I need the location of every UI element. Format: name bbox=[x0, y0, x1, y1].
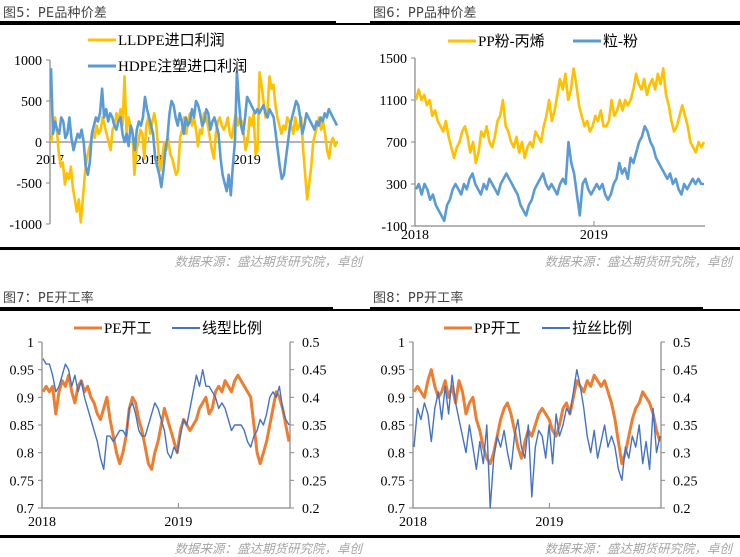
title-rule bbox=[0, 307, 333, 311]
y2-tick-label: 0.4 bbox=[673, 391, 691, 406]
y-tick-label: 0.9 bbox=[17, 391, 35, 406]
panel-fig8: 图8：PP开工率 1 0.95 0.9 0.85 0.8 0.75 0.7 0.5 0.45 0.… bbox=[370, 276, 740, 556]
y2-tick-label: 0.3 bbox=[673, 447, 691, 462]
y-tick-label: 0.85 bbox=[10, 419, 35, 434]
title-rule-thin bbox=[336, 23, 370, 25]
y-tick-label: 700 bbox=[386, 136, 407, 151]
y-tick-label: 0.8 bbox=[17, 447, 35, 462]
y2-tick-label: 0.3 bbox=[302, 447, 320, 462]
series-line-1 bbox=[413, 369, 661, 509]
y-tick-label: 0.85 bbox=[381, 419, 406, 434]
y2-tick-label: 0.35 bbox=[673, 419, 698, 434]
bottom-rule bbox=[370, 535, 740, 538]
x-tick-label: 2019 bbox=[535, 515, 563, 530]
y-tick-label: 0.75 bbox=[10, 474, 35, 489]
series-line-1 bbox=[414, 125, 704, 223]
y2-tick-label: 0.5 bbox=[302, 336, 320, 351]
series-line-0 bbox=[414, 67, 706, 165]
y-tick-label: 1 bbox=[398, 336, 405, 351]
legend-label: 拉丝比例 bbox=[572, 320, 632, 337]
x-tick-label: 2019 bbox=[233, 153, 261, 168]
legend-label: 粒-粉 bbox=[603, 33, 638, 50]
y2-tick-label: 0.45 bbox=[673, 364, 698, 379]
y2-tick-label: 0.25 bbox=[673, 474, 698, 489]
x-tick-label: 2019 bbox=[164, 515, 192, 530]
bottom-rule bbox=[0, 535, 370, 538]
y-tick-label: 1 bbox=[27, 336, 34, 351]
bottom-rule bbox=[370, 247, 740, 250]
series-line-0 bbox=[49, 70, 339, 224]
series-line-1 bbox=[42, 358, 290, 471]
legend-label: HDPE注塑进口利润 bbox=[118, 58, 247, 75]
source-note: 数据来源：盛达期货研究院，卓创 bbox=[544, 254, 732, 269]
panel-title: 图6：PP品种价差 bbox=[373, 6, 477, 21]
title-rule bbox=[370, 21, 740, 25]
title-rule bbox=[370, 307, 703, 311]
chart-fig7: 1 0.95 0.9 0.85 0.8 0.75 0.7 0.5 0.45 0.4 0.35 0.3 0… bbox=[10, 320, 327, 530]
source-note: 数据来源：盛达期货研究院，卓创 bbox=[544, 541, 732, 556]
panel-fig7: 图7：PE开工率 1 0.95 0.9 0.85 0.8 0.75 0.7 0.5 0.45 0.… bbox=[0, 276, 370, 556]
series-line-0 bbox=[41, 373, 291, 471]
y-tick-label: 0.8 bbox=[388, 447, 406, 462]
bottom-rule bbox=[0, 247, 370, 250]
title-rule bbox=[0, 21, 336, 25]
x-tick-label: 2019 bbox=[580, 228, 608, 243]
y-tick-label: 0.75 bbox=[381, 474, 406, 489]
panel-fig5: 图5：PE品种价差 1000 500 0 -500 -1000 2017 2018 2019 L… bbox=[0, 0, 370, 275]
legend-label: PP开工 bbox=[474, 321, 521, 337]
y-tick-label: 500 bbox=[21, 95, 42, 110]
y-tick-label: 1500 bbox=[379, 52, 407, 67]
y2-tick-label: 0.35 bbox=[302, 419, 327, 434]
legend-label: PP粉-丙烯 bbox=[478, 33, 545, 50]
y-tick-label: 0 bbox=[35, 136, 42, 151]
y-tick-label: 0.9 bbox=[388, 391, 406, 406]
y-tick-label: -100 bbox=[381, 220, 407, 235]
y2-tick-label: 0.2 bbox=[673, 502, 691, 517]
legend-label: PE开工 bbox=[104, 321, 152, 337]
x-tick-label: 2018 bbox=[399, 515, 427, 530]
legend-label: 线型比例 bbox=[202, 320, 262, 337]
y2-tick-label: 0.4 bbox=[302, 391, 320, 406]
y2-tick-label: 0.25 bbox=[302, 474, 327, 489]
x-tick-label: 2018 bbox=[401, 228, 429, 243]
title-rule-thin bbox=[333, 309, 370, 311]
chart-fig8: 1 0.95 0.9 0.85 0.8 0.75 0.7 0.5 0.45 0.4 0.35 0.3 0… bbox=[381, 320, 698, 530]
panel-title: 图7：PE开工率 bbox=[3, 291, 94, 306]
y-tick-label: 1100 bbox=[380, 94, 407, 109]
x-tick-label: 2017 bbox=[36, 153, 64, 168]
y-tick-label: 300 bbox=[386, 178, 407, 193]
x-tick-label: 2018 bbox=[28, 515, 56, 530]
y-tick-label: 1000 bbox=[14, 54, 42, 69]
panel-title: 图5：PE品种价差 bbox=[3, 6, 108, 21]
panel-title: 图8：PP开工率 bbox=[373, 291, 464, 306]
source-note: 数据来源：盛达期货研究院，卓创 bbox=[174, 541, 362, 556]
y-tick-label: 0.7 bbox=[17, 502, 35, 517]
y-tick-label: 0.95 bbox=[10, 364, 35, 379]
legend-label: LLDPE进口利润 bbox=[118, 32, 225, 49]
title-rule-thin bbox=[703, 309, 740, 311]
panel-fig6: 图6：PP品种价差 1500 1100 700 300 -100 2018 2019 PP粉-… bbox=[370, 0, 740, 275]
y2-tick-label: 0.45 bbox=[302, 364, 327, 379]
series-line-1 bbox=[49, 68, 339, 197]
y-tick-label: -500 bbox=[16, 177, 42, 192]
y2-tick-label: 0.5 bbox=[673, 336, 691, 351]
y-tick-label: 0.95 bbox=[381, 364, 406, 379]
y2-tick-label: 0.2 bbox=[302, 502, 320, 517]
y-tick-label: -1000 bbox=[9, 218, 42, 233]
y-tick-label: 0.7 bbox=[388, 502, 406, 517]
source-note: 数据来源：盛达期货研究院，卓创 bbox=[174, 254, 362, 269]
